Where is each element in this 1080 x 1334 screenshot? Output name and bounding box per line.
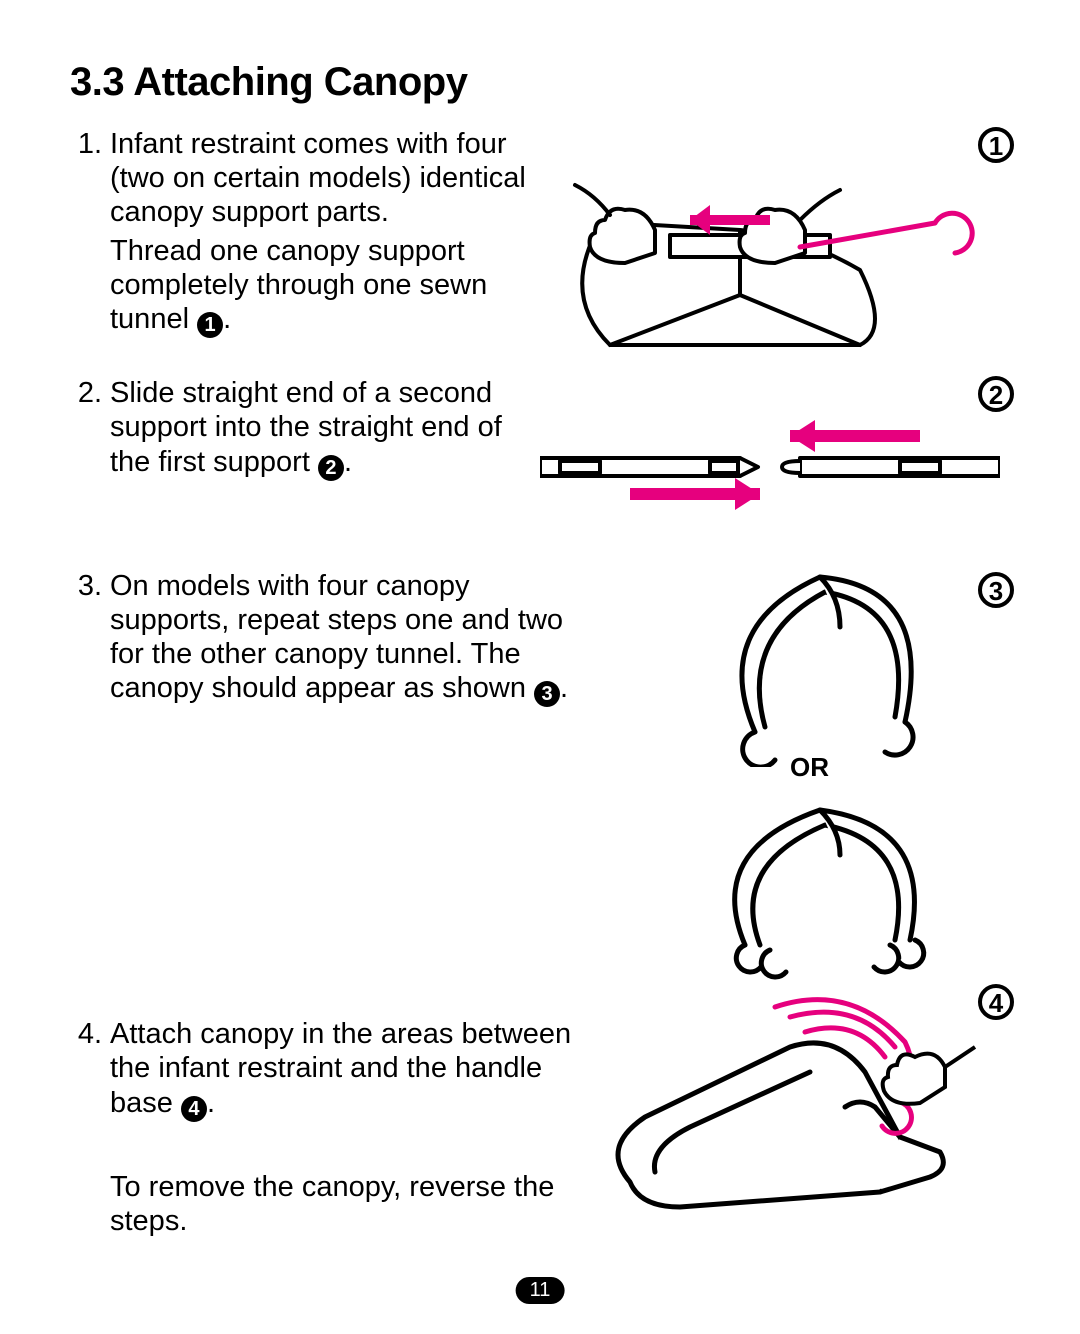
step-4-text-b: . <box>207 1087 215 1119</box>
step-number: 4. <box>70 1017 110 1121</box>
illustration-thread-support <box>540 175 980 365</box>
step-3-para: On models with four canopy supports, rep… <box>110 569 590 708</box>
step-2-text-b: . <box>344 446 352 478</box>
step-4: 4. Attach canopy in the areas between th… <box>70 1017 590 1121</box>
step-body: Infant restraint comes with four (two on… <box>110 127 530 338</box>
step-3-text-b: . <box>560 672 568 704</box>
page-number: 11 <box>516 1277 565 1304</box>
figure-callout-1: 1 <box>978 127 1014 163</box>
step-2-para: Slide straight end of a second support i… <box>110 376 530 480</box>
step-2-text-a: Slide straight end of a second support i… <box>110 377 502 477</box>
instruction-list: 1. Infant restraint comes with four (two… <box>70 127 530 1238</box>
illustration-canopy-two-clip <box>700 557 950 767</box>
figure-callout-3: 3 <box>978 572 1014 608</box>
illustration-canopy-four-clip <box>700 795 950 985</box>
content-area: 1. Infant restraint comes with four (two… <box>70 127 1010 1267</box>
step-number: 1. <box>70 127 110 338</box>
step-3: 3. On models with four canopy supports, … <box>70 569 590 708</box>
step-1-para-2: Thread one canopy support completely thr… <box>110 234 530 338</box>
inline-ref-1-icon: 1 <box>197 312 223 338</box>
step-4-text-a: Attach canopy in the areas between the i… <box>110 1018 571 1118</box>
illustration-slide-supports <box>540 420 1000 510</box>
step-number: 2. <box>70 376 110 480</box>
after-step-4-note: To remove the canopy, reverse the steps. <box>110 1170 630 1238</box>
step-body: Slide straight end of a second support i… <box>110 376 530 480</box>
step-1-text-b: . <box>223 303 231 335</box>
step-number: 3. <box>70 569 110 708</box>
step-1-para-1: Infant restraint comes with four (two on… <box>110 127 530 230</box>
step-2: 2. Slide straight end of a second suppor… <box>70 376 530 480</box>
inline-ref-2-icon: 2 <box>318 455 344 481</box>
section-title: 3.3 Attaching Canopy <box>70 60 1010 105</box>
inline-ref-4-icon: 4 <box>181 1096 207 1122</box>
step-3-text-a: On models with four canopy supports, rep… <box>110 570 563 705</box>
figure-callout-4: 4 <box>978 984 1014 1020</box>
step-1-text-a: Thread one canopy support completely thr… <box>110 235 487 335</box>
illustration-attach-to-seat <box>600 987 980 1217</box>
inline-ref-3-icon: 3 <box>534 681 560 707</box>
step-body: On models with four canopy supports, rep… <box>110 569 590 708</box>
figure-callout-2: 2 <box>978 376 1014 412</box>
step-1: 1. Infant restraint comes with four (two… <box>70 127 530 338</box>
step-body: Attach canopy in the areas between the i… <box>110 1017 590 1121</box>
or-label: OR <box>790 752 829 783</box>
step-4-para: Attach canopy in the areas between the i… <box>110 1017 590 1121</box>
